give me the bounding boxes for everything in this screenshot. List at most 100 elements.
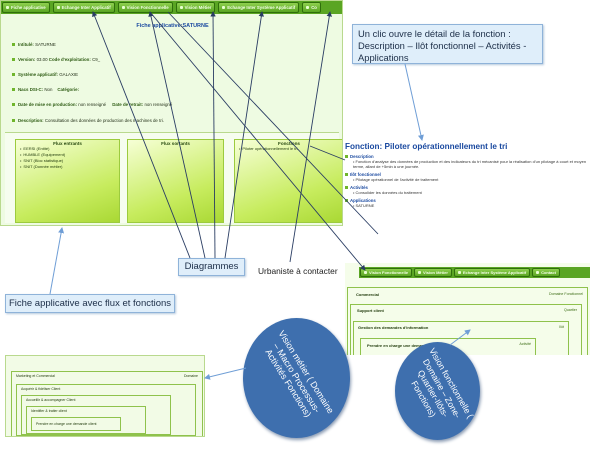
- tab-vision-metier[interactable]: Vision Métier: [414, 268, 452, 277]
- tab-echange-inter-systeme[interactable]: Echange Inter Système Applicatif: [218, 2, 300, 13]
- vision-fonctionnelle-bubble-text: Vision fonctionnelle ( Domaine – Zone-Qu…: [409, 346, 476, 420]
- retrait-date-label: Date de retrait:: [112, 102, 144, 107]
- version-value: 03.00: [36, 57, 48, 62]
- fonction-detail-panel: Fonction: Piloter opérationnellement le …: [345, 142, 590, 235]
- bullet-icon: [345, 186, 348, 190]
- tab-label: Echange Inter Applicatif: [61, 5, 111, 10]
- tab-icon: [222, 6, 226, 9]
- vm-level-fonction[interactable]: Prendre en charge une demande client: [31, 417, 121, 431]
- vision-metier-bubble-text: Vision métier ( Domaine – Macro Processu…: [262, 329, 336, 420]
- vision-fonctionnelle-screenshot: Vision Fonctionnelle Vision Métier Echan…: [345, 263, 590, 355]
- intitule-value: SATURNE: [35, 42, 56, 47]
- tab-label: Vision Métier: [423, 270, 448, 275]
- vf-level-tag: Ilôt: [559, 325, 564, 329]
- urbaniste-label: Urbaniste à contacter: [258, 266, 338, 276]
- intitule-label: Intitulé:: [18, 42, 34, 47]
- fonction-title: Fonction: Piloter opérationnellement le …: [345, 142, 508, 151]
- tab-icon: [56, 6, 60, 9]
- vision-fonctionnelle-bubble: Vision fonctionnelle ( Domaine – Zone-Qu…: [395, 342, 480, 440]
- flux-entrants-box: Flux entrants EERSI (Entité) HUMBLE (Equ…: [15, 139, 120, 223]
- vm-level-macro[interactable]: Acquérir & fidéliser Client Accueillir &…: [16, 384, 196, 436]
- section-text[interactable]: SATURNE: [353, 203, 590, 208]
- tab-fiche-applicative[interactable]: Fiche applicative: [2, 2, 50, 13]
- vm-level-label: Identifier & traiter client: [31, 409, 67, 413]
- vm-level-activite[interactable]: Identifier & traiter client Prendre en c…: [26, 406, 146, 434]
- tab-label: Co: [311, 5, 317, 10]
- vision-metier-bubble: Vision métier ( Domaine – Macro Processu…: [243, 318, 350, 438]
- tab-label: Vision Fonctionnelle: [369, 270, 409, 275]
- categorie-label: Catégorie:: [57, 87, 80, 92]
- vm-level-label: Acquérir & fidéliser Client: [21, 387, 61, 391]
- tab-label: Vision Métier: [184, 5, 212, 10]
- prod-date-value: non renseigné: [78, 102, 107, 107]
- tab-icon: [457, 271, 461, 274]
- bullet-icon: [12, 119, 15, 123]
- vf-level-tag: Domaine Fonctionnel: [549, 292, 583, 296]
- page-title: Fiche applicative:SATURNE: [136, 23, 209, 29]
- fonction-link[interactable]: Piloter opérationnellement le tri: [239, 146, 342, 152]
- code-value: C9_: [92, 57, 101, 62]
- bullet-icon: [345, 155, 348, 159]
- fonction-section-ilot: Ilôt fonctionnel Pilotage opérationnel d…: [345, 172, 590, 182]
- tab-icon: [418, 271, 422, 274]
- vm-level-tag: Domaine: [183, 374, 198, 378]
- bullet-icon: [12, 88, 15, 92]
- tab-label: Vision Fonctionnelle: [126, 5, 169, 10]
- tab-echange-inter-applicatif[interactable]: Echange Inter Applicatif: [52, 2, 115, 13]
- tab-vision-metier[interactable]: Vision Métier: [175, 2, 216, 13]
- bullet-icon: [12, 43, 15, 47]
- nacs-value: Non: [44, 87, 53, 92]
- vm-level-label: Prendre en charge une demande client: [36, 422, 97, 426]
- vf-level-tag: Quartier: [564, 308, 577, 312]
- vm-level-domaine[interactable]: Marketing et Commercial Domaine Acquérir…: [11, 371, 203, 436]
- tab-vision-fonctionnelle[interactable]: Vision Fonctionnelle: [117, 2, 173, 13]
- version-row: Version: 03.00 Code d'exploitation: C9_: [12, 57, 100, 62]
- tab-label: Contact: [541, 270, 556, 275]
- tab-icon: [364, 271, 367, 274]
- code-label: Code d'exploitation:: [48, 57, 91, 62]
- vf-level-tag: Activité: [519, 342, 531, 346]
- section-text: Fonction d'analyse des données de produc…: [353, 159, 590, 169]
- systeme-value: GALAXIE: [59, 72, 79, 77]
- tab-icon: [6, 6, 9, 9]
- vf-level-domaine[interactable]: Commercial Domaine Fonctionnel Support c…: [347, 287, 588, 355]
- section-text: Consolider les données du traitement: [353, 190, 590, 195]
- tab-contact[interactable]: Co: [302, 2, 321, 13]
- arrow-clic-fonction: [404, 63, 424, 141]
- callout-clic-detail: Un clic ouvre le détail de la fonction :…: [352, 24, 543, 64]
- systeme-row: Système applicatif: GALAXIE: [12, 72, 78, 77]
- callout-fiche-applicative: Fiche applicative avec flux et fonctions: [5, 294, 175, 313]
- prod-date-label: Date de mise en production:: [18, 102, 78, 107]
- systeme-label: Système applicatif:: [18, 72, 59, 77]
- tab-echange-inter-systeme[interactable]: Echange Inter Système Applicatif: [453, 268, 531, 277]
- vm-level-label: Accueillir & accompagner Client: [26, 398, 76, 402]
- bullet-icon: [12, 58, 15, 62]
- flux-entrant-item[interactable]: SNIT (Donnée métier): [20, 164, 119, 170]
- fonction-section-applications: Applications SATURNE: [345, 198, 590, 208]
- tab-icon: [179, 6, 183, 9]
- bullet-icon: [345, 199, 348, 203]
- tab-vision-fonctionnelle[interactable]: Vision Fonctionnelle: [360, 268, 413, 277]
- description-label: Description:: [18, 118, 44, 123]
- callout-diagrammes: Diagrammes: [178, 258, 245, 276]
- flux-entrant-item[interactable]: SNIT (Bloc statistique): [20, 158, 119, 164]
- tab-icon: [536, 271, 540, 274]
- bullet-icon: [345, 173, 348, 177]
- vf-level-label: Gestion des demandes d'information: [358, 325, 429, 330]
- section-text: Pilotage opérationnel de l'activité de t…: [353, 177, 590, 182]
- flux-entrant-item[interactable]: HUMBLE (Equipement): [20, 152, 119, 158]
- description-row: Description: Consultation des données de…: [12, 118, 164, 123]
- vf-level-label: Prendre en charge une demande client: [367, 343, 441, 348]
- vf-level-label: Support client: [357, 308, 384, 313]
- description-value: Consultation des données de production d…: [44, 118, 164, 123]
- flux-entrant-item[interactable]: EERSI (Entité): [20, 146, 119, 152]
- vm-level-processus[interactable]: Accueillir & accompagner Client Identifi…: [21, 395, 171, 435]
- fonctions-box: Fonctions Piloter opérationnellement le …: [234, 139, 342, 223]
- tab-contact[interactable]: Contact: [532, 268, 560, 277]
- nacs-row: Nacs DSI-C: Non Catégorie:: [12, 87, 79, 92]
- flux-sortants-title: Flux sortants: [161, 141, 190, 146]
- vision-metier-screenshot: Marketing et Commercial Domaine Acquérir…: [5, 355, 205, 437]
- dates-row: Date de mise en production: non renseign…: [12, 102, 172, 107]
- main-tab-bar: Fiche applicative Echange Inter Applicat…: [1, 1, 342, 14]
- vf-level-quartier[interactable]: Support client Quartier Gestion des dema…: [350, 304, 582, 355]
